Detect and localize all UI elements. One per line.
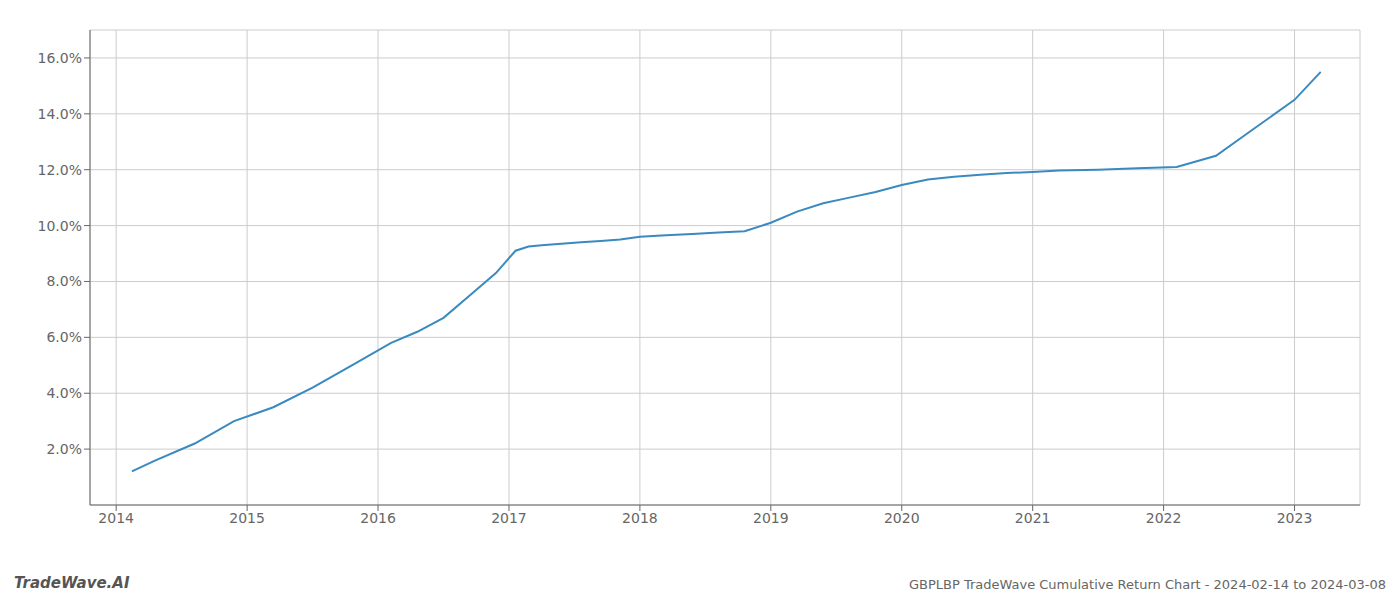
svg-text:2014: 2014 [98, 510, 134, 526]
svg-text:12.0%: 12.0% [38, 162, 82, 178]
svg-text:2018: 2018 [622, 510, 658, 526]
svg-text:2.0%: 2.0% [46, 441, 82, 457]
svg-text:2015: 2015 [229, 510, 265, 526]
svg-text:10.0%: 10.0% [38, 218, 82, 234]
svg-text:2023: 2023 [1277, 510, 1313, 526]
html-text:TradeWave.AI: TradeWave.AI [14, 574, 130, 592]
svg-text:2022: 2022 [1146, 510, 1182, 526]
svg-text:2019: 2019 [753, 510, 789, 526]
svg-text:2017: 2017 [491, 510, 527, 526]
svg-text:2021: 2021 [1015, 510, 1051, 526]
svg-text:2020: 2020 [884, 510, 920, 526]
svg-text:6.0%: 6.0% [46, 329, 82, 345]
svg-text:14.0%: 14.0% [38, 106, 82, 122]
svg-text:4.0%: 4.0% [46, 385, 82, 401]
html-text:GBPLBP TradeWave Cumulative Re: GBPLBP TradeWave Cumulative Return Chart… [908, 577, 1386, 592]
svg-text:16.0%: 16.0% [38, 50, 82, 66]
svg-text:2016: 2016 [360, 510, 396, 526]
svg-text:8.0%: 8.0% [46, 273, 82, 289]
